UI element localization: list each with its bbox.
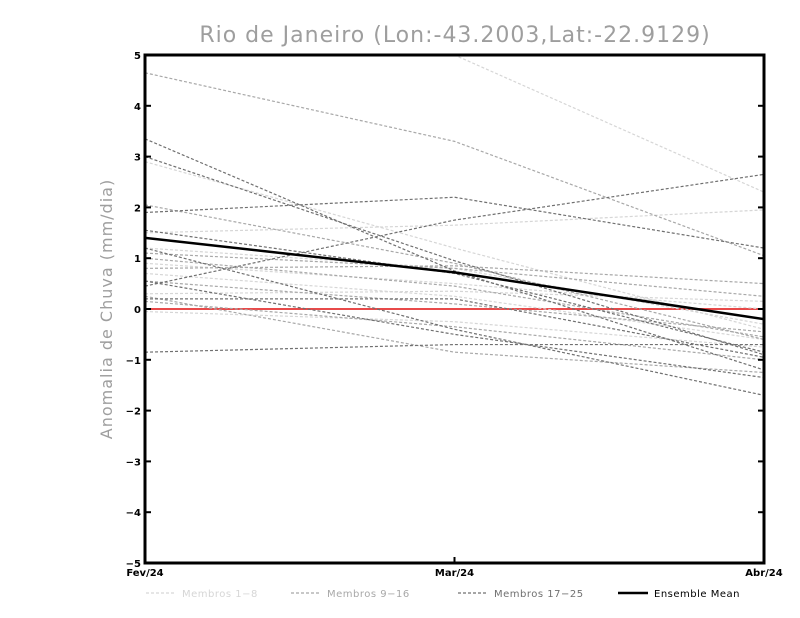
member-line-membro-12 [145,280,764,333]
y-axis-label: Anomalia de Chuva (mm/dia) [97,179,116,439]
y-tick-label: −4 [126,508,141,519]
x-tick-label: Fev/24 [126,568,163,579]
member-line-membro-10 [145,204,764,341]
x-tick-label: Mar/24 [435,568,474,579]
member-line-membro-17 [145,138,764,371]
member-line-membro-1 [447,55,764,193]
member-line-membro-19 [145,196,764,249]
legend-label: Membros 1−8 [182,589,258,600]
y-tick-label: 5 [134,51,141,62]
member-line-membro-13 [145,300,764,361]
member-line-membro-4 [145,262,764,310]
member-line-membro-20 [145,173,764,287]
plot-series [145,55,764,396]
member-line-membro-24 [145,280,764,379]
member-line-membro-16 [145,257,764,338]
y-tick-label: −1 [126,356,141,367]
legend-label: Membros 9−16 [327,589,410,600]
member-line-membro-2 [145,161,764,330]
member-line-membro-6 [145,310,764,348]
y-tick-label: 3 [134,153,141,164]
member-line-membro-23 [145,247,764,396]
member-line-membro-5 [145,290,764,302]
ensemble-mean-line [145,236,764,321]
member-line-membro-7 [145,247,764,325]
y-tick-label: 0 [134,305,141,316]
chart-title: Rio de Janeiro (Lon:-43.2003,Lat:-22.912… [199,23,710,48]
member-line-membro-3 [145,209,764,234]
member-line-membro-18 [145,156,764,356]
y-tick-label: 1 [134,254,141,265]
y-tick-label: 2 [134,203,141,214]
member-line-membro-8 [145,272,764,341]
member-line-membro-22 [145,343,764,353]
x-axis-ticks: Fev/24 Mar/24 Abr/24 [126,557,783,579]
legend: Membros 1−8 Membros 9−16 Membros 17−25 Ense… [146,589,740,600]
legend-label: Membros 17−25 [494,589,584,600]
y-axis-ticks: −5 −4 −3 −2 −1 0 1 2 3 4 5 [126,51,764,570]
member-line-membro-11 [145,252,764,297]
y-tick-label: −3 [126,457,141,468]
y-tick-label: −5 [126,559,141,570]
y-tick-label: −2 [126,407,141,418]
member-line-membro-14 [145,265,764,285]
y-tick-label: 4 [134,102,141,113]
legend-label: Ensemble Mean [654,589,740,600]
x-tick-label: Abr/24 [745,568,782,579]
member-line-membro-15 [145,295,764,374]
member-line-membro-9 [145,72,764,257]
